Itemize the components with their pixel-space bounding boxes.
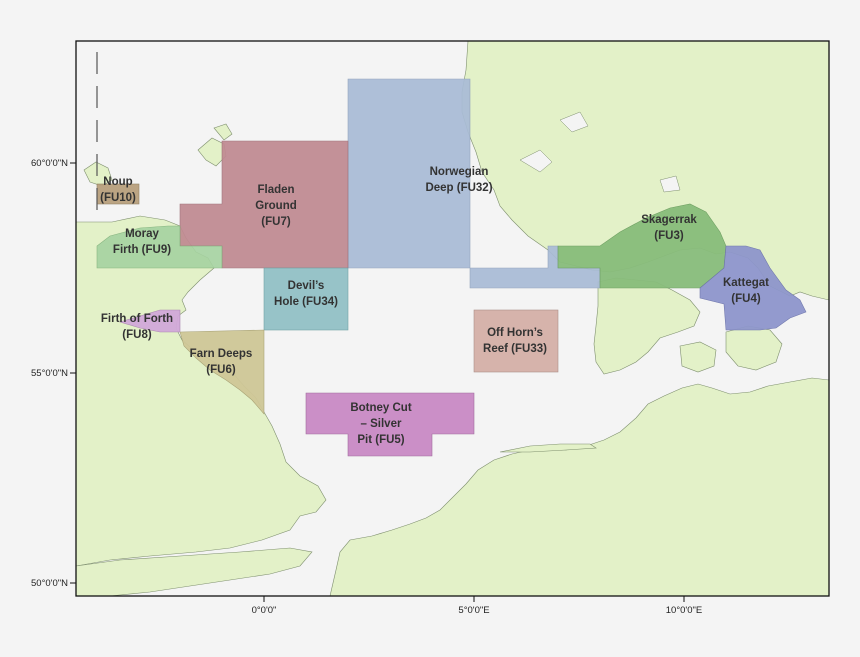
fu-label-fu32: Norwegian Deep (FU32) — [425, 166, 492, 194]
fu-label-line: Moray — [125, 228, 159, 240]
land-shetland-2 — [213, 123, 233, 141]
fu-label-line: – Silver — [361, 418, 402, 430]
fu-label-fu5: Botney Cut – Silver Pit (FU5) — [350, 402, 412, 446]
y-tick-label: 60°0'0"N — [31, 158, 68, 169]
fu-label-line: Noup — [103, 176, 132, 188]
fu-label-line: Skagerrak — [641, 214, 697, 226]
fu-label-line: Reef (FU33) — [483, 343, 547, 355]
fu-label-line: Firth of Forth — [101, 313, 173, 325]
fu-label-fu6: Farn Deeps (FU6) — [190, 348, 253, 376]
fu-label-line: Pit (FU5) — [357, 434, 404, 446]
fu-label-line: (FU3) — [654, 230, 684, 242]
fu-label-line: (FU6) — [206, 364, 236, 376]
fu-label-line: Devil’s — [288, 280, 325, 292]
fu-label-line: (FU4) — [731, 293, 761, 305]
fu3-area[interactable] — [557, 203, 727, 289]
fu33-area[interactable] — [473, 309, 559, 373]
fu8-area[interactable] — [118, 309, 181, 333]
land-frisian-islands — [499, 443, 597, 453]
x-tick-label: 10°0'0"E — [666, 605, 702, 616]
x-tick-label: 5°0'0"E — [458, 605, 489, 616]
fu-label-line: Botney Cut — [350, 402, 412, 414]
fu-label-line: Deep (FU32) — [425, 182, 492, 194]
fu5-area[interactable] — [305, 392, 475, 457]
x-axis: 0°0'0" 5°0'0"E 10°0'0"E — [252, 596, 702, 616]
fu-label-fu33: Off Horn’s Reef (FU33) — [483, 327, 547, 355]
fu-label-line: Hole (FU34) — [274, 296, 338, 308]
land-south-england — [76, 547, 313, 596]
fu-label-fu9: Moray Firth (FU9) — [113, 228, 171, 256]
fu-label-line: Firth (FU9) — [113, 244, 171, 256]
fu34-area[interactable] — [263, 267, 349, 331]
fu6-area[interactable] — [179, 329, 265, 415]
y-axis: 60°0'0"N 55°0'0"N 50°0'0"N — [31, 158, 76, 589]
fu4-area[interactable] — [699, 245, 807, 331]
fu9-area[interactable] — [96, 225, 223, 269]
x-tick-label: 0°0'0" — [252, 605, 277, 616]
land-funen — [679, 341, 717, 373]
fu-label-line: Norwegian — [430, 166, 489, 178]
fu-label-line: Off Horn’s — [487, 327, 543, 339]
fu-label-line: Kattegat — [723, 277, 769, 289]
sweden-lake — [659, 175, 681, 193]
map-frame — [75, 40, 830, 597]
fu-label-fu4: Kattegat (FU4) — [723, 277, 769, 305]
fu-label-line: (FU10) — [100, 192, 136, 204]
fu-label-line: (FU7) — [261, 216, 291, 228]
y-tick-label: 50°0'0"N — [31, 578, 68, 589]
fu-label-line: Farn Deeps — [190, 348, 253, 360]
norway-lake-1 — [519, 149, 553, 173]
fu-label-line: (FU8) — [122, 329, 152, 341]
y-tick-label: 55°0'0"N — [31, 368, 68, 379]
fu-label-fu7: Fladen Ground (FU7) — [255, 184, 297, 228]
norway-lake-2 — [559, 111, 589, 133]
fu-label-fu34: Devil’s Hole (FU34) — [274, 280, 338, 308]
fu-label-line: Fladen — [257, 184, 294, 196]
fu-label-fu3: Skagerrak (FU3) — [641, 214, 697, 242]
fu-label-fu8: Firth of Forth (FU8) — [101, 313, 173, 341]
land-orkney — [83, 161, 113, 187]
fu-label-fu10: Noup (FU10) — [100, 176, 136, 204]
fu-label-line: Ground — [255, 200, 297, 212]
